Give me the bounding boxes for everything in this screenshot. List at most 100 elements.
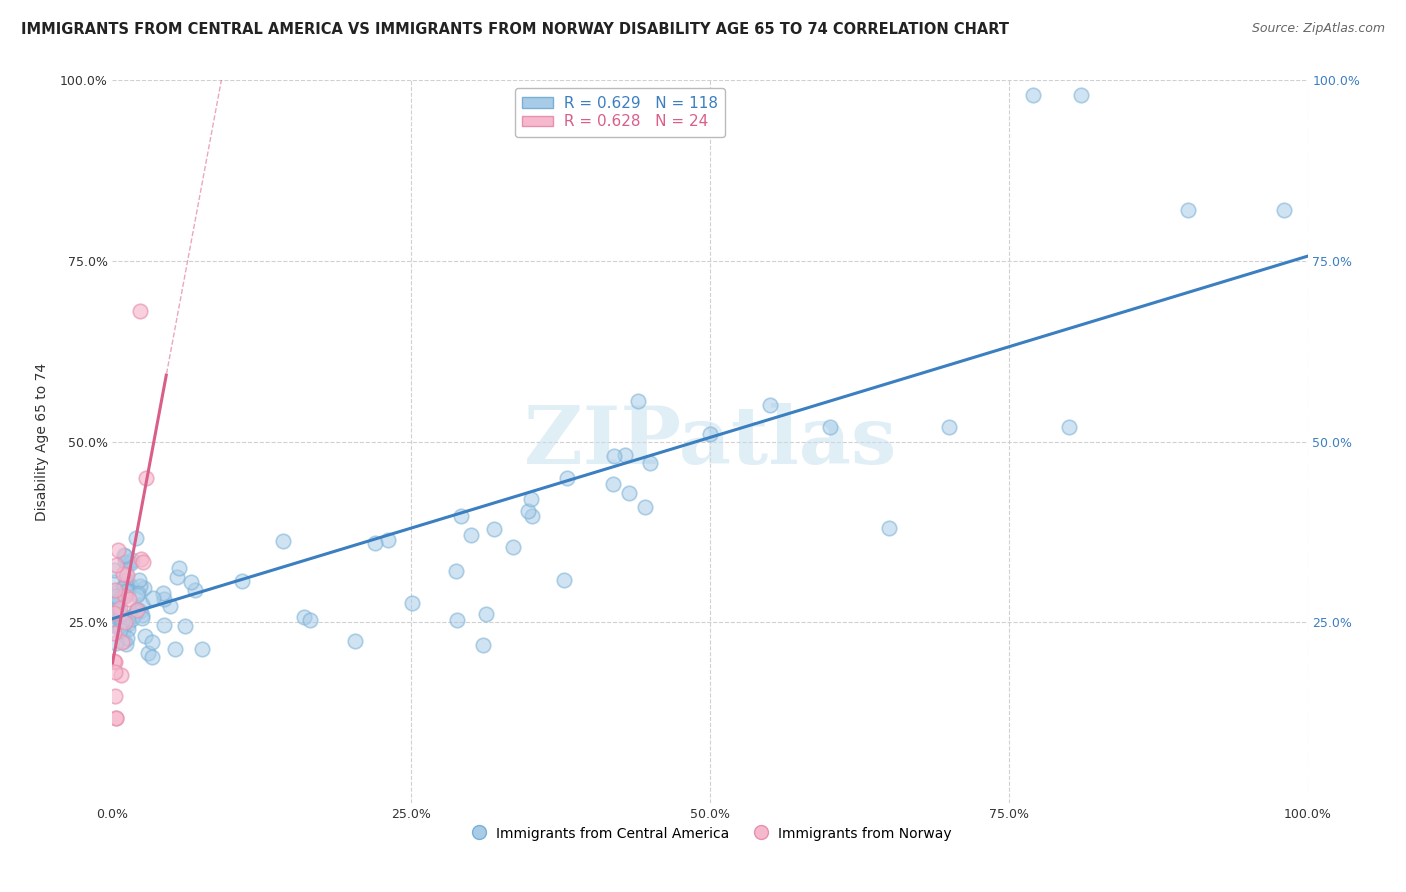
Point [127,585,149,599]
Point [103,626,125,640]
Point [103,563,125,577]
Point [111,580,134,594]
Point [134,629,156,643]
Point [401,597,423,611]
Point [110,607,132,621]
Point [938,420,960,434]
Point [104,590,127,604]
Point [111,634,134,648]
Point [553,573,575,587]
Point [1022,87,1045,102]
Point [377,533,399,547]
Point [114,555,136,569]
Point [107,609,129,624]
Point [107,593,129,607]
Point [105,558,128,572]
Point [141,649,163,664]
Point [273,534,295,549]
Point [132,581,155,595]
Point [117,617,139,632]
Point [141,635,163,649]
Point [117,583,139,598]
Point [110,614,132,628]
Point [115,587,138,601]
Point [104,602,127,616]
Point [173,619,195,633]
Point [127,588,149,602]
Point [111,612,134,626]
Point [118,591,141,606]
Point [105,710,128,724]
Point [122,608,145,623]
Point [110,601,132,615]
Text: Source: ZipAtlas.com: Source: ZipAtlas.com [1251,22,1385,36]
Legend: Immigrants from Central America, Immigrants from Norway: Immigrants from Central America, Immigra… [463,821,957,847]
Point [104,690,127,704]
Point [107,542,129,557]
Point [125,531,148,545]
Point [114,615,136,629]
Point [344,634,367,648]
Point [103,607,125,621]
Point [450,509,472,524]
Point [114,567,136,582]
Point [640,456,662,470]
Point [153,591,176,606]
Point [231,574,253,588]
Point [555,470,578,484]
Point [117,555,139,569]
Point [112,580,135,594]
Point [364,536,387,550]
Point [129,552,152,566]
Point [118,578,141,592]
Point [103,665,125,679]
Point [110,615,132,630]
Point [114,589,136,603]
Point [112,567,135,582]
Point [104,636,127,650]
Point [103,654,125,668]
Point [634,500,657,514]
Point [110,609,132,624]
Point [626,393,648,408]
Text: ZIPatlas: ZIPatlas [524,402,896,481]
Point [108,590,131,604]
Point [107,606,129,620]
Point [112,617,135,632]
Point [115,631,138,645]
Point [108,587,131,601]
Point [180,575,202,590]
Point [115,612,138,626]
Point [110,668,132,682]
Point [128,574,150,588]
Point [103,602,125,616]
Point [103,597,125,611]
Point [166,569,188,583]
Point [131,611,153,625]
Point [128,579,150,593]
Point [1070,87,1092,102]
Point [115,584,138,599]
Point [603,449,626,463]
Point [759,398,782,412]
Point [124,605,146,619]
Point [298,613,321,627]
Point [129,604,152,618]
Point [125,602,148,616]
Point [114,548,136,562]
Point [103,618,125,632]
Point [183,582,205,597]
Point [111,591,134,605]
Point [127,603,149,617]
Point [136,646,159,660]
Point [112,634,135,648]
Point [444,564,467,578]
Point [446,613,468,627]
Point [114,549,136,563]
Point [121,553,143,567]
Point [292,610,315,624]
Point [152,586,174,600]
Point [111,588,134,602]
Point [602,476,624,491]
Point [472,638,495,652]
